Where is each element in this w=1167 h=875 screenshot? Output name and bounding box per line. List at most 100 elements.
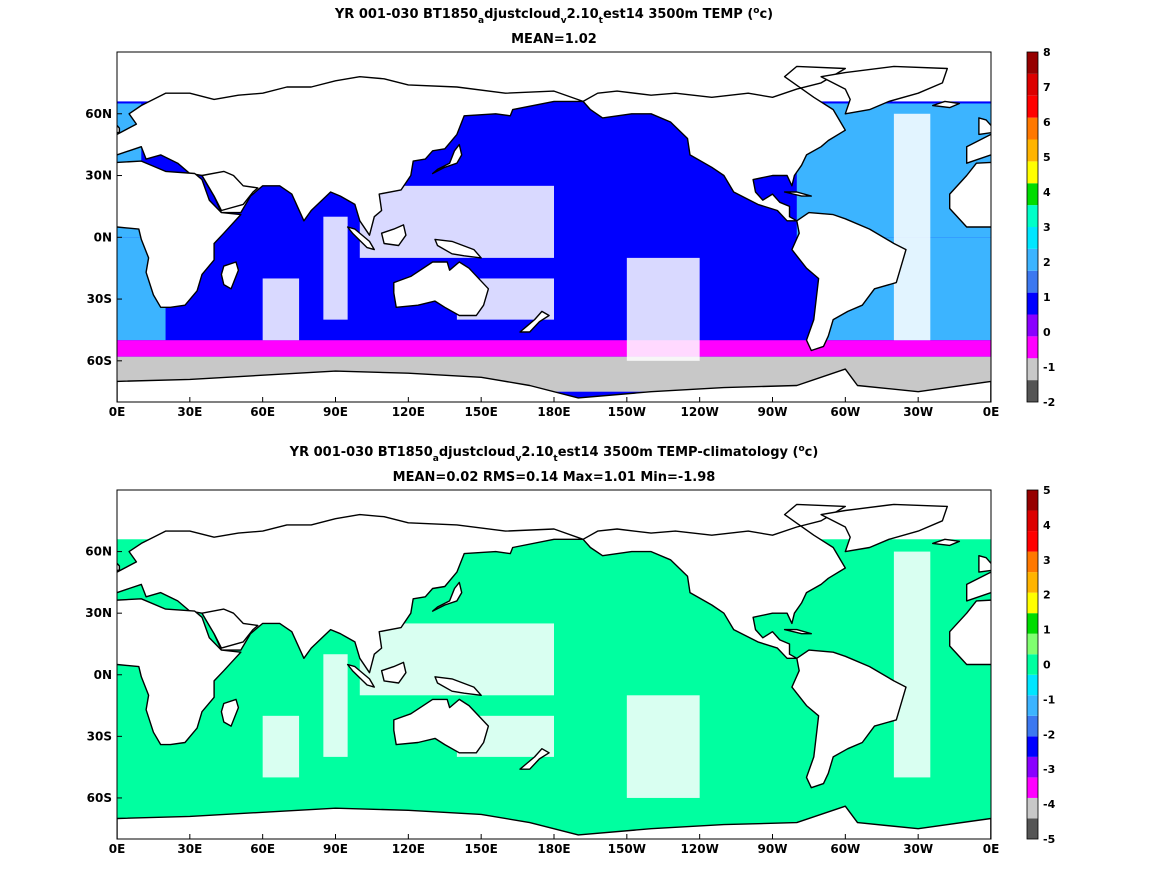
colorbar-swatch — [1027, 736, 1038, 757]
x-tick-label: 120E — [392, 842, 425, 856]
colorbar-swatch — [1027, 777, 1038, 798]
landmass-africa — [949, 599, 991, 666]
landmass-new-guinea — [434, 238, 482, 259]
y-tick-label: 60S — [87, 791, 112, 805]
landmass-uk — [978, 555, 991, 573]
colorbar-swatch — [1027, 358, 1038, 381]
colorbar-swatch — [1027, 797, 1038, 819]
colorbar-swatch — [1027, 695, 1038, 716]
landmass-madagascar — [1095, 699, 1112, 726]
region-southern-ocean — [117, 340, 991, 357]
colorbar-tick-label: 7 — [1043, 81, 1051, 94]
x-tick-label: 150W — [608, 842, 646, 856]
landmass-africa — [117, 598, 242, 746]
x-tick-label: 150E — [465, 842, 498, 856]
x-tick-label: 180E — [537, 405, 570, 419]
colorbar-tick-label: 3 — [1043, 554, 1051, 567]
landmass-australia — [393, 698, 490, 754]
y-tick-label: 0N — [94, 668, 112, 682]
colorbar-tick-label: -4 — [1043, 798, 1056, 811]
colorbar-swatch — [1027, 270, 1038, 293]
landmass-greenland — [820, 65, 948, 115]
landmass-arabia — [1076, 171, 1132, 210]
colorbar-tick-label: 2 — [1043, 589, 1051, 602]
landmass-arabia — [201, 608, 259, 649]
landmass-cuba — [783, 628, 812, 635]
colorbar-swatch — [1027, 292, 1038, 315]
landmass-uk — [978, 117, 991, 136]
colorbar-tick-label: 6 — [1043, 116, 1051, 129]
colorbar-swatch — [1027, 510, 1038, 532]
x-tick-label: 30E — [177, 842, 202, 856]
colorbar-swatch — [1027, 654, 1038, 675]
x-tick-label: 120W — [681, 842, 719, 856]
colorbar-swatch — [1027, 490, 1038, 511]
colorbar-swatch — [1027, 248, 1038, 271]
colorbar-tick-label: 3 — [1043, 221, 1051, 234]
colorbar-tick-label: 4 — [1043, 519, 1051, 532]
colorbar-swatch — [1027, 95, 1038, 118]
colorbar-swatch — [1027, 161, 1038, 184]
panel-subtitle: MEAN=0.02 RMS=0.14 Max=1.01 Min=-1.98 — [393, 470, 716, 485]
landmass-africa — [117, 160, 242, 308]
y-tick-label: 60N — [85, 545, 112, 559]
colorbar-tick-label: -3 — [1043, 763, 1055, 776]
colorbar-swatch — [1027, 139, 1038, 162]
y-tick-label: 0N — [94, 230, 112, 244]
landmass-sumatra — [346, 663, 375, 688]
colorbar-tick-label: 5 — [1043, 484, 1051, 497]
colorbar-tick-label: 8 — [1043, 46, 1051, 59]
x-tick-label: 0E — [109, 842, 126, 856]
landmass-antarctica — [117, 368, 991, 402]
x-tick-label: 120E — [392, 405, 425, 419]
colorbar-swatch — [1027, 674, 1038, 696]
colorbar-swatch — [1027, 336, 1038, 359]
colorbar-swatch — [1027, 613, 1038, 634]
y-tick-label: 30N — [85, 169, 112, 183]
colorbar-swatch — [1027, 380, 1038, 402]
x-tick-label: 0E — [109, 405, 126, 419]
x-tick-label: 30W — [903, 842, 933, 856]
panel-subtitle: MEAN=1.02 — [511, 32, 597, 47]
landmass-eurasia — [966, 133, 991, 164]
landmass-antarctica — [990, 380, 991, 402]
landmass-madagascar — [220, 261, 240, 290]
x-tick-label: 90W — [758, 405, 788, 419]
colorbar-tick-label: -2 — [1043, 396, 1055, 409]
colorbar-tick-label: -5 — [1043, 833, 1055, 846]
landmass-japan — [431, 581, 463, 612]
landmass-new-zealand — [519, 310, 550, 333]
landmass-borneo — [380, 224, 407, 247]
colorbar-swatch — [1027, 205, 1038, 227]
map-body — [117, 52, 1132, 402]
colorbar-swatch — [1027, 715, 1038, 737]
x-tick-label: 0E — [983, 405, 1000, 419]
landmass-africa — [949, 161, 991, 228]
landmass-south-america — [791, 649, 907, 789]
masked-region — [626, 257, 700, 361]
map-body — [117, 490, 1112, 839]
x-tick-label: 90E — [323, 842, 348, 856]
colorbar-tick-label: 1 — [1043, 291, 1051, 304]
colorbar-swatch — [1027, 592, 1038, 614]
landmass-borneo — [380, 661, 407, 684]
y-tick-label: 30N — [85, 606, 112, 620]
colorbar-swatch — [1027, 756, 1038, 778]
colorbar-tick-label: 0 — [1043, 659, 1051, 672]
colorbar-tick-label: 1 — [1043, 624, 1051, 637]
colorbar-swatch — [1027, 227, 1038, 249]
masked-region — [323, 216, 348, 320]
landmass-cuba — [783, 191, 812, 197]
x-tick-label: 150E — [465, 405, 498, 419]
landmass-japan — [431, 143, 463, 175]
landmass-antarctica — [117, 805, 991, 839]
x-tick-label: 120W — [681, 405, 719, 419]
colorbar-frame — [1026, 489, 1039, 840]
landmass-north-america — [582, 503, 846, 659]
x-tick-label: 30W — [903, 405, 933, 419]
x-tick-label: 60W — [830, 405, 860, 419]
colorbar-swatch — [1027, 183, 1038, 206]
landmass-uk — [117, 124, 121, 134]
landmass-new-guinea — [434, 676, 482, 696]
